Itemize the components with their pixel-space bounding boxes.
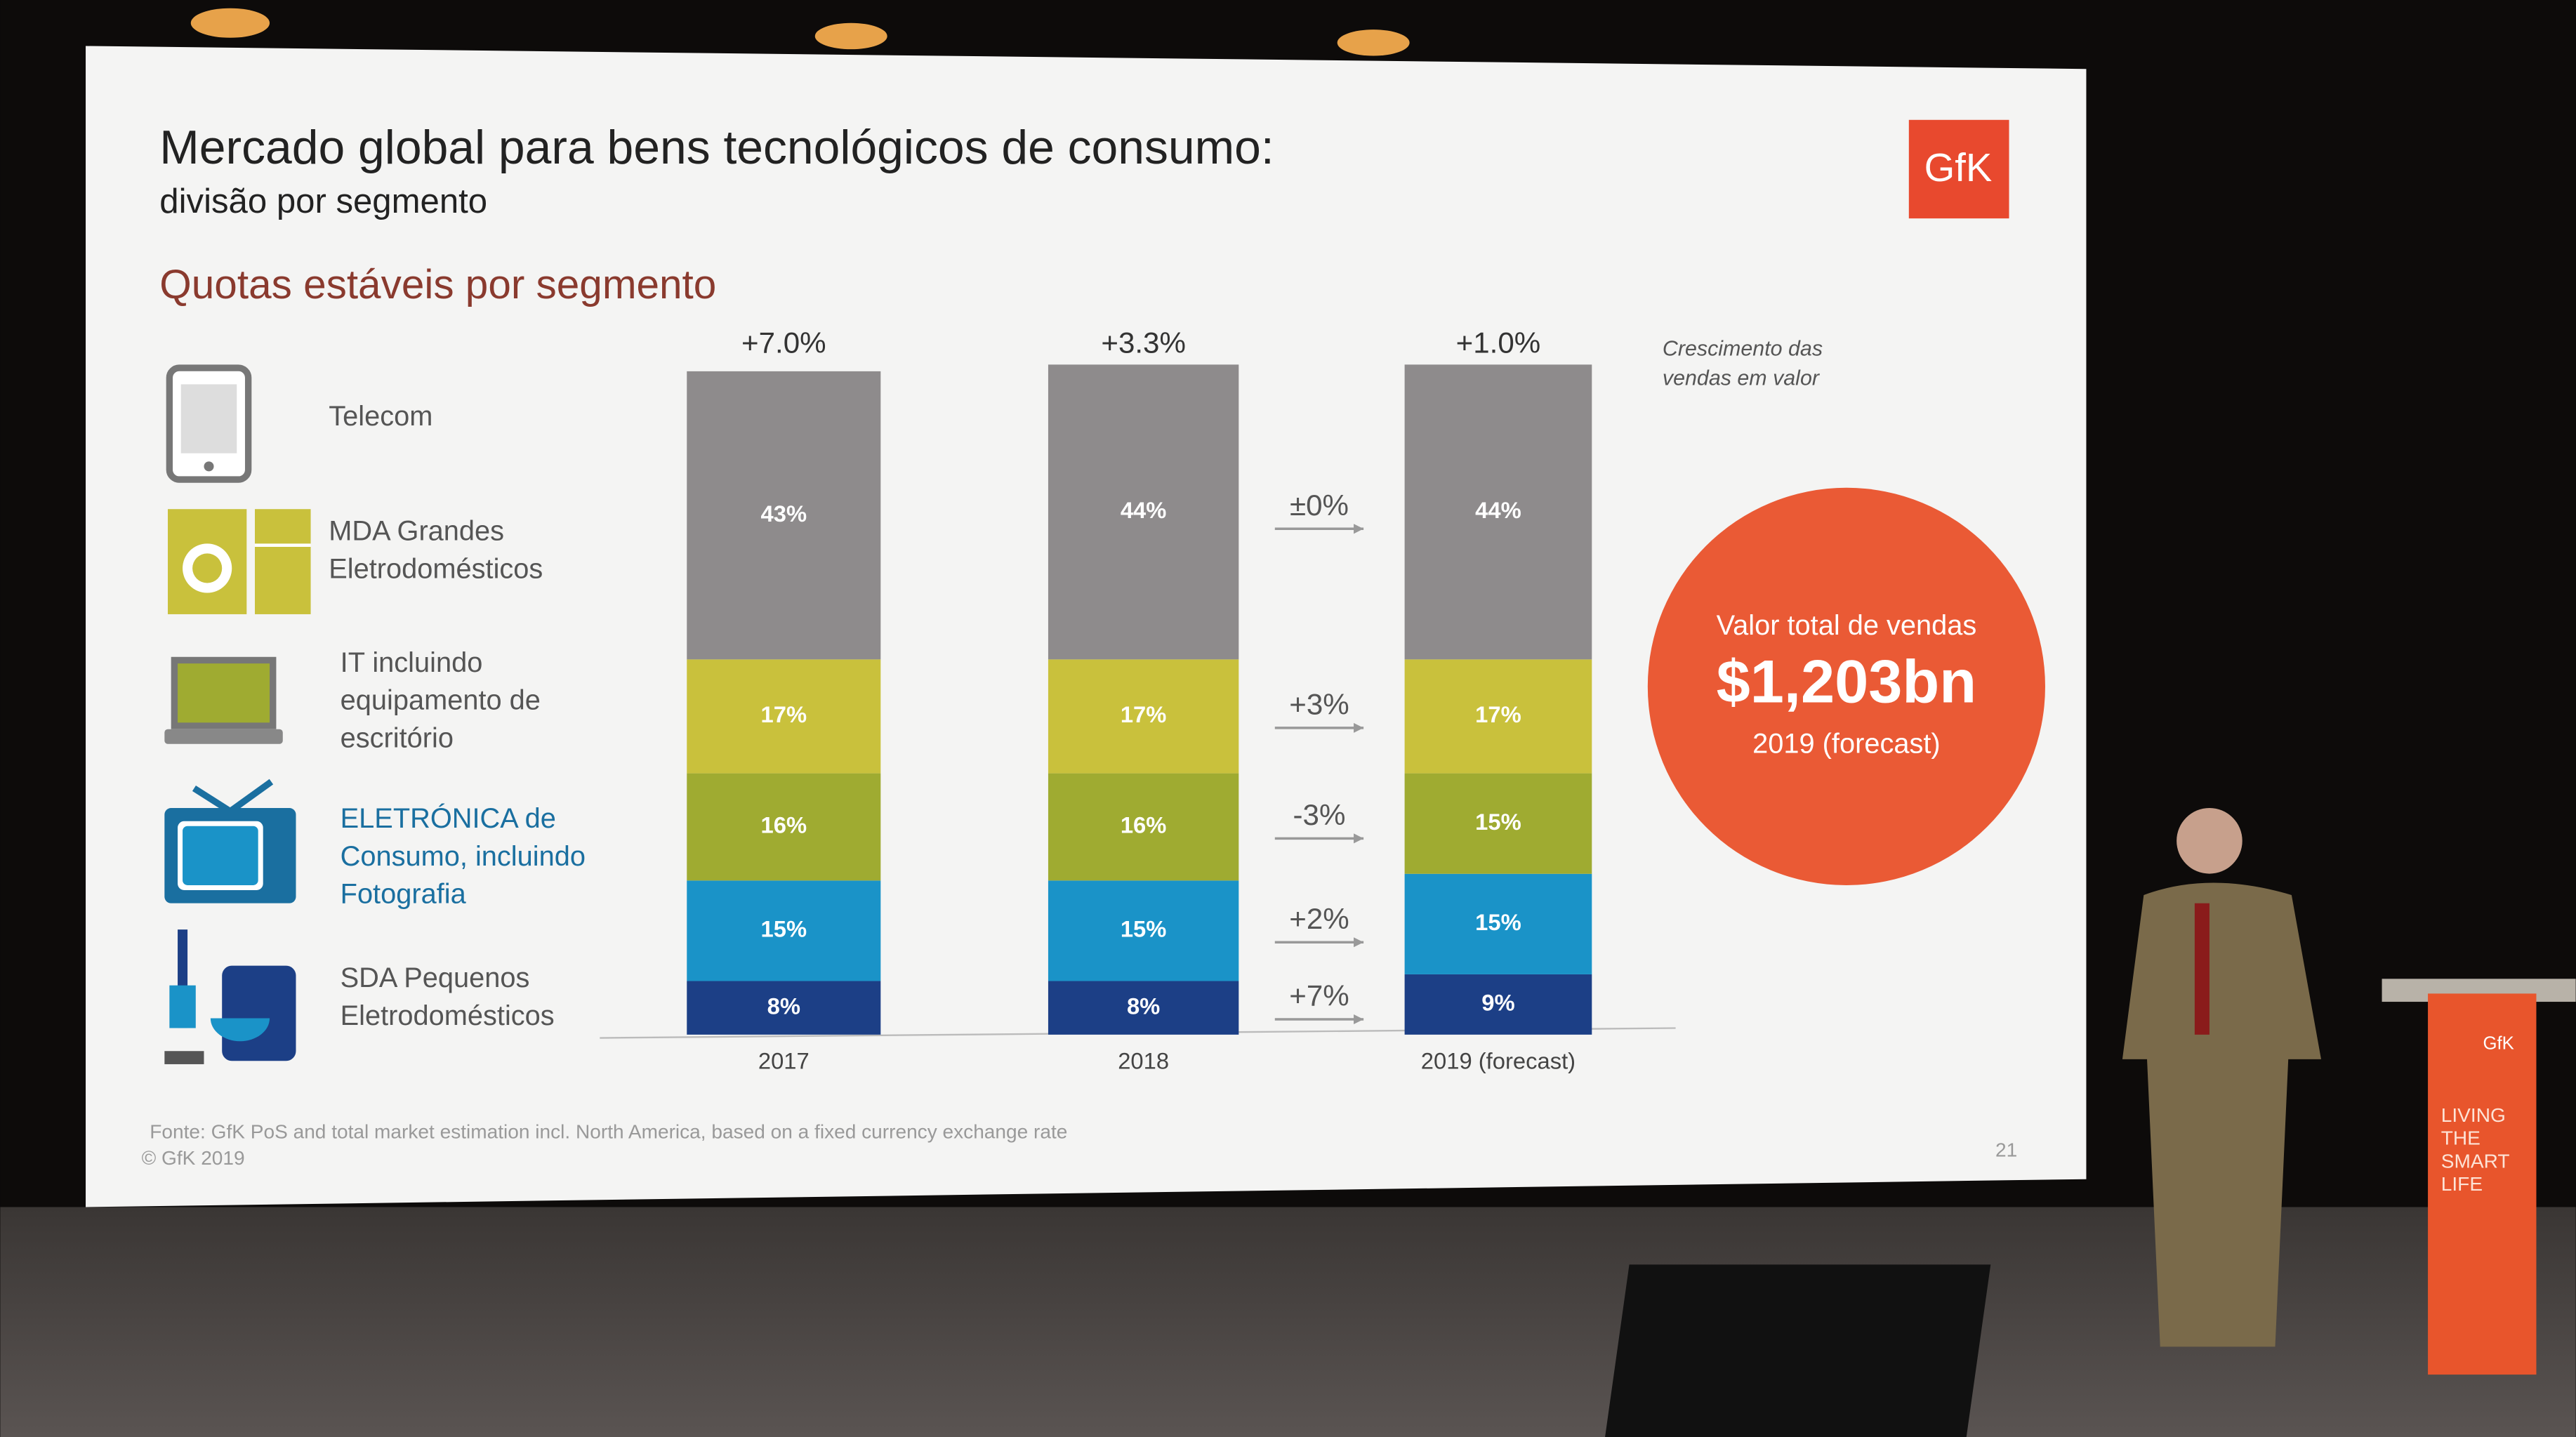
arrow-head [1354,1014,1364,1025]
value-label: 8% [767,993,800,1019]
total-growth-label: +1.0% [1456,326,1541,359]
slide-subtitle: divisão por segmento [159,183,487,220]
value-label: 16% [1121,812,1167,838]
bar-segment [1048,981,1239,1035]
legend-label: Telecom [329,399,433,432]
stage-floor [0,1207,2576,1437]
callout-circle [1647,487,2045,885]
logo: GfK [1924,145,1993,190]
legend-item: SDA Pequenos Eletrodomésticos [341,938,645,1056]
legend-wrap: SDA Pequenos Eletrodomésticos [341,938,645,1056]
value-label: 17% [1475,701,1521,727]
legend-wrap: IT incluindo equipamento de escritório [341,640,645,758]
legend-wrap: MDA Grandes Eletrodomésticos [329,491,633,609]
bar-segment [1048,880,1239,981]
arrow-head [1354,722,1364,733]
bar-segment [687,981,881,1035]
bar-segment [1048,364,1239,660]
bar-segment [1048,773,1239,881]
light [1337,29,1410,56]
light [190,8,270,38]
logo-box [1908,119,2009,219]
segment-change-label: +3% [1289,688,1349,721]
value-label: 15% [1475,809,1521,835]
arrow-head [1354,524,1364,534]
value-label: 15% [761,916,807,942]
source-note: Fonte: GfK PoS and total market estimati… [150,1121,1067,1143]
bar-segment [1404,659,1592,774]
bar-segment [687,371,881,660]
bar-segment [1404,974,1592,1035]
growth-note: Crescimento das vendas em valor [1663,336,1823,390]
podium-slogan: LIVING THE SMART LIFE [2441,1104,2510,1195]
bar-segment [687,773,881,881]
x-tick-label: 2017 [758,1047,810,1073]
copyright: © GfK 2019 [142,1147,245,1169]
value-label: 44% [1121,497,1167,523]
legend-item: MDA Grandes Eletrodomésticos [329,491,633,609]
total-growth-label: +3.3% [1101,326,1186,359]
slide-title: Mercado global para bens tecnológicos de… [159,121,1274,174]
segment-change-label: -3% [1293,798,1346,831]
legend-label: SDA Pequenos Eletrodomésticos [340,962,555,1032]
bar-segment [1048,659,1239,774]
legend-wrap: Telecom [329,357,633,475]
value-label: 44% [1475,497,1521,523]
arrow-head [1354,833,1364,844]
arrow-head [1354,937,1364,948]
tv-icon [164,779,296,903]
legend-item: IT incluindo equipamento de escritório [341,640,645,758]
value-label: 17% [1121,701,1167,727]
bar-segment [1404,364,1592,660]
value-label: 43% [761,501,807,527]
legend-wrap: ELETRÓNICA de Consumo, incluindo Fotogra… [341,797,645,915]
legend-label: ELETRÓNICA de Consumo, incluindo Fotogra… [340,802,586,909]
value-label: 8% [1127,993,1160,1019]
value-label: 9% [1481,990,1514,1016]
bar-segment [1404,873,1592,974]
speaker [2122,807,2322,1347]
legend-item: Telecom [329,357,633,475]
podium: GfK LIVING THE SMART LIFE [2382,979,2576,1375]
page-number: 21 [1995,1139,2017,1160]
value-label: 15% [1475,909,1521,935]
podium-logo: GfK [2483,1034,2514,1054]
segment-change-label: +2% [1289,902,1349,935]
appliance-icon [168,509,311,614]
laptop-icon [164,656,283,744]
light [814,22,887,50]
value-label: 15% [1121,916,1167,942]
legend-label: MDA Grandes Eletrodomésticos [329,515,543,585]
segment-change-label: +7% [1289,979,1349,1012]
callout-label: 2019 (forecast) [1752,729,1940,760]
chart-title: Quotas estáveis por segmento [159,262,716,307]
segment-change-label: ±0% [1290,489,1349,522]
callout-label: Valor total de vendas [1717,610,1977,641]
monitor [1605,1264,1991,1437]
callout-value: $1,203bn [1717,649,1976,716]
total-growth-label: +7.0% [741,326,826,359]
phone-icon [166,364,252,483]
bar-segment [687,880,881,981]
value-label: 17% [761,701,807,727]
x-tick-label: 2018 [1118,1047,1169,1073]
legend-item: ELETRÓNICA de Consumo, incluindo Fotogra… [341,797,645,915]
bar-segment [687,659,881,774]
value-label: 16% [761,812,807,838]
chart: 8% 15% 16% 17% 43% +7.0% 2017 8% 15% 16% 17% 44% +3.… [329,326,1592,1073]
legend-label: IT incluindo equipamento de escritório [340,646,541,753]
mixer-icon [164,929,296,1064]
x-tick-label: 2019 (forecast) [1421,1047,1576,1073]
bar-segment [1404,773,1592,874]
